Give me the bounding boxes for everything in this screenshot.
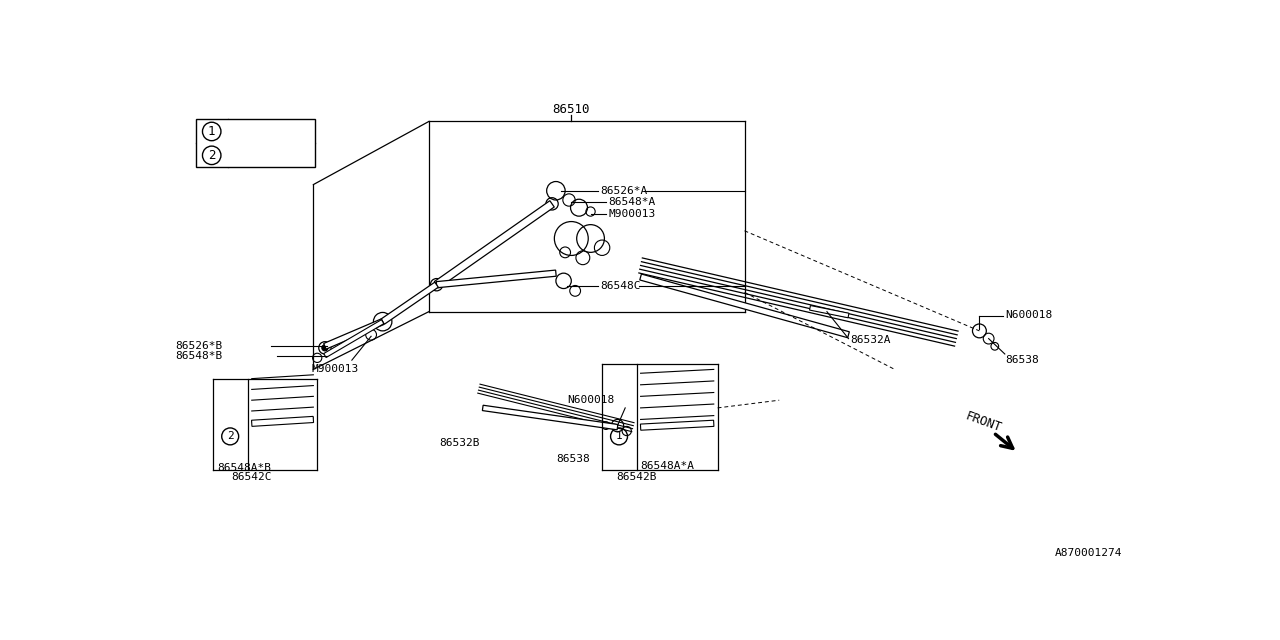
Text: 2: 2 (227, 431, 233, 442)
Bar (196, 119, 315, 167)
Text: 86510: 86510 (553, 104, 590, 116)
Polygon shape (324, 319, 384, 358)
Text: 86532B: 86532B (439, 438, 480, 447)
Text: 86538: 86538 (556, 454, 590, 465)
Text: 2: 2 (207, 149, 215, 162)
Text: 86538: 86538 (1005, 355, 1038, 365)
Text: A870001274: A870001274 (1055, 548, 1121, 557)
Polygon shape (324, 319, 384, 349)
Text: 86548A*A: 86548A*A (640, 461, 695, 470)
Polygon shape (436, 270, 557, 288)
Text: 86532A: 86532A (850, 335, 891, 345)
Text: 86526*A: 86526*A (600, 186, 648, 196)
Text: 86548C: 86548C (600, 281, 641, 291)
Text: 86542C: 86542C (232, 472, 273, 482)
Polygon shape (809, 305, 849, 318)
Polygon shape (381, 282, 438, 324)
Text: M900013: M900013 (311, 364, 358, 374)
Text: M900013: M900013 (608, 209, 655, 219)
Text: 86579*A: 86579*A (232, 125, 282, 138)
Circle shape (321, 345, 328, 351)
Text: 86542B: 86542B (617, 472, 657, 482)
Text: 86548*A: 86548*A (608, 197, 655, 207)
Text: 86548A*B: 86548A*B (218, 463, 271, 473)
Text: 86579*B: 86579*B (232, 149, 282, 162)
Text: 86526*B: 86526*B (175, 341, 221, 351)
Text: FRONT: FRONT (964, 409, 1004, 435)
Polygon shape (483, 405, 618, 430)
Polygon shape (640, 274, 850, 338)
Polygon shape (252, 417, 314, 426)
Text: N600018: N600018 (567, 395, 614, 405)
Text: 1: 1 (207, 125, 215, 138)
Polygon shape (434, 201, 554, 288)
Text: 86548*B: 86548*B (175, 351, 221, 360)
Text: 1: 1 (616, 431, 622, 442)
Polygon shape (640, 420, 714, 430)
Text: N600018: N600018 (1005, 310, 1052, 321)
